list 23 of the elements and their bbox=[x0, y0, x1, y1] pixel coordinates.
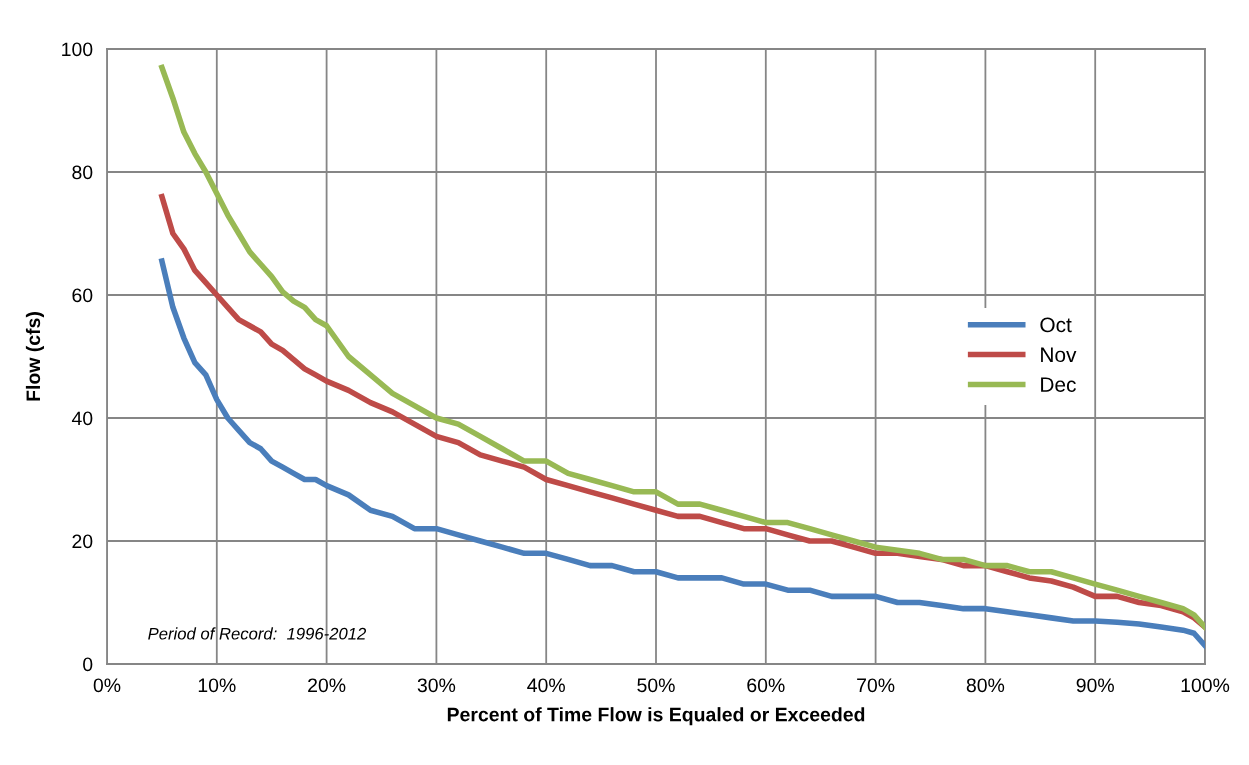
x-tick-label: 90% bbox=[1076, 678, 1114, 693]
legend-label: Nov bbox=[1041, 347, 1077, 363]
x-tick-label: 40% bbox=[527, 678, 565, 693]
legend-label: Oct bbox=[1040, 317, 1072, 333]
annotation: Period of Record: 1996-2012 bbox=[148, 627, 367, 640]
x-tick-label: 80% bbox=[966, 678, 1005, 693]
x-tick-label: 70% bbox=[857, 678, 895, 693]
x-tick-label: 60% bbox=[747, 678, 785, 693]
y-tick-label: 20 bbox=[72, 534, 93, 549]
y-tick-label: 80 bbox=[72, 165, 93, 180]
x-tick-label: 10% bbox=[198, 678, 236, 693]
x-tick-label: 0% bbox=[93, 678, 121, 693]
legend-label: Dec bbox=[1041, 377, 1076, 392]
y-tick-label: 60 bbox=[72, 288, 93, 303]
y-axis-title: Flow (cfs) bbox=[25, 312, 45, 401]
y-tick-label: 40 bbox=[71, 411, 93, 426]
x-tick-label: 20% bbox=[308, 678, 346, 693]
y-tick-label: 0 bbox=[83, 657, 93, 672]
y-tick-label: 100 bbox=[62, 42, 93, 57]
x-tick-label: 50% bbox=[637, 678, 675, 693]
x-tick-label: 30% bbox=[417, 678, 456, 693]
x-tick-label: 100% bbox=[1181, 678, 1230, 693]
x-axis-title: Percent of Time Flow is Equaled or Exceeded bbox=[447, 707, 865, 726]
